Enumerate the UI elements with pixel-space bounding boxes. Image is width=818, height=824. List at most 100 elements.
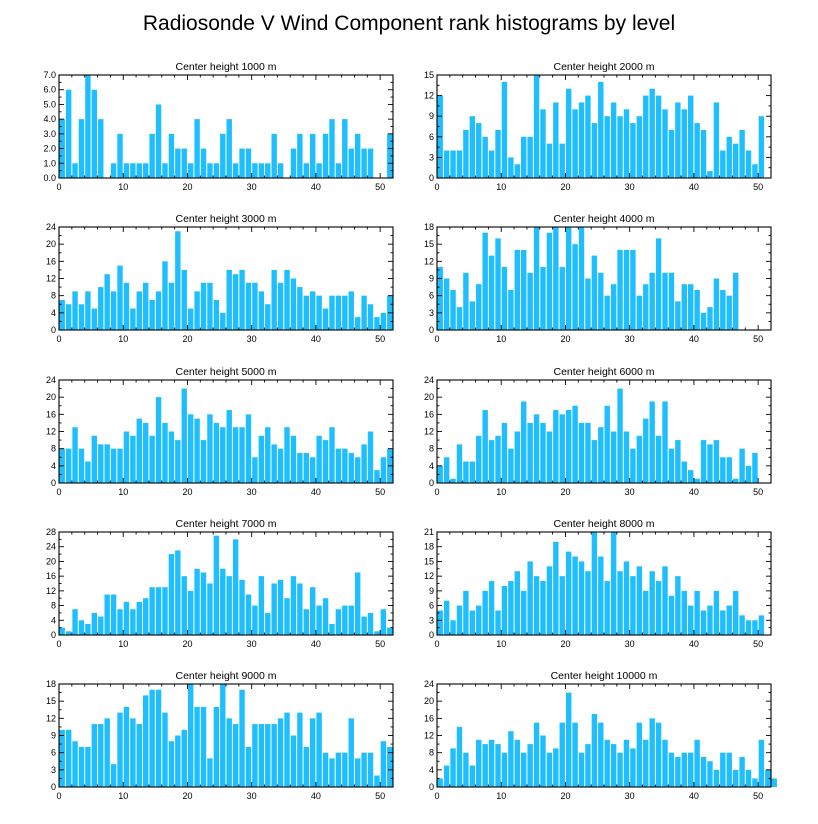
- histogram-bar: [655, 95, 662, 178]
- x-tick-label: 10: [496, 639, 506, 649]
- histogram-bar: [527, 272, 533, 330]
- histogram-bar: [297, 133, 303, 178]
- y-tick-label: 9: [429, 274, 434, 284]
- histogram-bar: [572, 405, 578, 483]
- histogram-bar: [553, 541, 559, 635]
- histogram-bar: [758, 615, 765, 635]
- histogram-bar: [187, 590, 194, 635]
- histogram-bar: [675, 756, 681, 787]
- histogram-bar: [162, 163, 168, 178]
- y-tick-label: 8: [51, 444, 56, 454]
- histogram-bar: [745, 620, 752, 635]
- panel-title: Center height 6000 m: [554, 366, 655, 378]
- histogram-bar: [463, 129, 469, 178]
- histogram-bar: [495, 744, 501, 787]
- histogram-bar: [726, 457, 732, 483]
- histogram-panel: Center height 9000 m 0 10 20 30 40 50 0 3 6 9 12 15 1…: [46, 670, 394, 801]
- histogram-bar: [720, 457, 726, 483]
- x-tick-label: 30: [625, 487, 635, 497]
- x-tick-label: 20: [182, 487, 192, 497]
- histogram-bar: [187, 163, 194, 178]
- histogram-bar: [598, 272, 604, 330]
- histogram-bar: [662, 739, 668, 787]
- histogram-bar: [316, 295, 322, 330]
- histogram-bar: [220, 427, 226, 483]
- y-tick-label: 28: [46, 527, 56, 537]
- histogram-bar: [700, 756, 707, 787]
- histogram-bar: [303, 452, 309, 483]
- histogram-bar: [758, 739, 765, 787]
- histogram-bar: [297, 452, 303, 483]
- x-tick-label: 30: [247, 639, 257, 649]
- histogram-bar: [533, 576, 540, 635]
- histogram-bar: [655, 435, 662, 483]
- histogram-bar: [297, 583, 303, 635]
- x-tick-label: 30: [247, 334, 257, 344]
- x-tick-label: 30: [247, 182, 257, 192]
- y-tick-label: 9: [429, 586, 434, 596]
- histogram-bar: [700, 610, 707, 635]
- y-tick-label: 12: [46, 274, 56, 284]
- histogram-bar: [168, 554, 175, 635]
- histogram-bar: [585, 422, 591, 483]
- histogram-bar: [559, 267, 565, 330]
- histogram-bar: [162, 422, 168, 483]
- histogram-bar: [726, 136, 732, 178]
- histogram-bar: [342, 448, 348, 483]
- histogram-bar: [194, 568, 200, 635]
- y-tick-label: 16: [424, 409, 434, 419]
- histogram-bar: [508, 581, 514, 635]
- y-tick-label: 20: [424, 696, 434, 706]
- histogram-bar: [495, 129, 501, 178]
- histogram-bar: [335, 163, 342, 178]
- histogram-bar: [675, 576, 681, 635]
- histogram-bar: [322, 752, 329, 787]
- x-tick-label: 50: [375, 639, 385, 649]
- histogram-bar: [277, 579, 284, 635]
- histogram-bar: [155, 291, 162, 331]
- x-tick-label: 10: [118, 791, 128, 801]
- histogram-bar: [437, 465, 443, 483]
- histogram-bar: [310, 587, 316, 635]
- x-tick-label: 40: [689, 334, 699, 344]
- histogram-bar: [591, 255, 598, 330]
- histogram-bar: [271, 724, 277, 787]
- histogram-bar: [578, 561, 585, 635]
- histogram-bar: [636, 295, 643, 330]
- histogram-bar: [252, 163, 258, 178]
- histogram-bar: [720, 610, 726, 635]
- histogram-bar: [361, 616, 367, 635]
- x-tick-label: 0: [434, 487, 439, 497]
- histogram-bar: [316, 712, 322, 787]
- histogram-bar: [610, 102, 617, 178]
- histogram-bar: [450, 289, 456, 330]
- x-tick-label: 30: [625, 791, 635, 801]
- histogram-bar: [155, 104, 162, 178]
- histogram-bar: [745, 465, 752, 483]
- y-tick-label: 4: [51, 615, 56, 625]
- x-tick-label: 0: [56, 791, 61, 801]
- histogram-bar: [354, 457, 361, 483]
- histogram-bar: [636, 116, 643, 178]
- histogram-bar: [713, 278, 720, 330]
- x-tick-label: 30: [247, 791, 257, 801]
- histogram-bar: [521, 249, 527, 330]
- histogram-bar: [443, 278, 450, 330]
- histogram-bar: [765, 769, 771, 787]
- histogram-bar: [643, 95, 649, 178]
- histogram-bar: [72, 741, 78, 787]
- histogram-bar: [348, 718, 354, 787]
- histogram-bar: [98, 724, 104, 787]
- y-tick-label: 12: [424, 256, 434, 266]
- histogram-bar: [572, 556, 578, 635]
- histogram-bar: [578, 752, 585, 787]
- histogram-bar: [110, 764, 117, 787]
- histogram-bar: [540, 422, 546, 483]
- histogram-bar: [739, 756, 745, 787]
- y-tick-label: 0: [429, 630, 434, 640]
- histogram-bar: [443, 765, 450, 787]
- histogram-bar: [220, 684, 226, 787]
- histogram-bar: [694, 478, 700, 483]
- histogram-bar: [104, 718, 110, 787]
- histogram-bar: [495, 435, 501, 483]
